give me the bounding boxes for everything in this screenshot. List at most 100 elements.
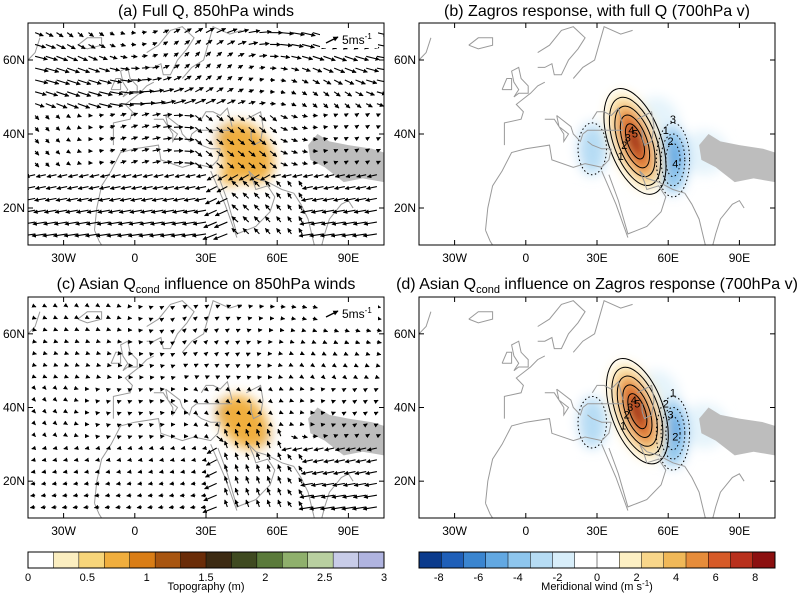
wind-arrow — [95, 472, 99, 473]
wind-arrow — [63, 495, 68, 496]
anomaly-patch — [675, 341, 732, 400]
wind-arrow — [149, 448, 152, 449]
wind-arrow — [106, 483, 110, 484]
wind-arrow — [94, 507, 99, 508]
wind-arrow — [171, 448, 174, 449]
colorbar-tick-label: 0.5 — [80, 572, 95, 584]
wind-arrow — [249, 365, 251, 366]
wind-arrow — [291, 342, 294, 343]
colorbar-swatch — [28, 552, 54, 568]
colorbar-swatch — [486, 552, 509, 568]
contour-label: 5 — [632, 129, 638, 141]
y-tick-label: 60N — [394, 327, 416, 341]
wind-arrow — [181, 472, 185, 473]
reference-vector-exponent: -1 — [365, 306, 373, 315]
wind-arrow — [291, 330, 294, 331]
y-tick-label: 20N — [3, 474, 25, 488]
wind-arrow — [192, 448, 195, 449]
y-tick-label: 20N — [394, 201, 416, 215]
wind-arrow — [142, 91, 154, 92]
x-tick-label: 60E — [658, 251, 679, 265]
wind-arrow — [73, 507, 78, 508]
colorbar-swatch — [53, 552, 79, 568]
colorbar-tick-label: -4 — [513, 572, 523, 584]
wind-arrow — [291, 318, 295, 319]
wind-arrow — [192, 460, 196, 461]
colorbar-swatch — [181, 552, 207, 568]
y-tick-label: 60N — [3, 327, 25, 341]
wind-arrow — [116, 507, 121, 508]
wind-arrow — [190, 507, 195, 508]
wind-arrow — [31, 495, 36, 496]
wind-arrow — [117, 460, 121, 461]
wind-arrow — [99, 150, 103, 151]
wind-arrow — [138, 460, 142, 461]
y-tick-label: 60N — [3, 53, 25, 67]
wind-arrow — [191, 495, 196, 496]
wind-arrow — [142, 32, 147, 33]
wind-arrow — [53, 472, 57, 473]
colorbar-swatch — [231, 552, 257, 568]
wind-arrow — [148, 483, 152, 484]
wind-arrow — [345, 388, 346, 389]
x-tick-label: 30W — [442, 251, 467, 265]
wind-arrow — [249, 341, 251, 342]
wind-arrow — [142, 79, 152, 80]
wind-arrow — [170, 460, 174, 461]
wind-arrow — [53, 448, 56, 449]
colorbar-tick-label: 0 — [25, 572, 31, 584]
wind-arrow — [85, 448, 88, 449]
wind-arrow — [159, 495, 164, 496]
wind-arrow — [345, 400, 346, 401]
wind-arrow — [191, 483, 195, 484]
wind-arrow — [185, 163, 194, 164]
wind-arrow — [96, 460, 100, 461]
panel-title-c-sub: cond — [136, 284, 160, 296]
wind-arrow — [128, 460, 132, 461]
y-tick-label: 60N — [394, 53, 416, 67]
wind-arrow — [158, 507, 163, 508]
contour-label: 3 — [670, 114, 676, 126]
wind-arrow — [249, 306, 253, 307]
map-area-a — [21, 23, 390, 264]
x-tick-label: 60E — [658, 524, 679, 538]
contour-label: 5 — [634, 399, 640, 411]
wind-arrow — [377, 388, 378, 389]
wind-arrow — [249, 329, 251, 330]
y-tick-label: 20N — [394, 474, 416, 488]
anomaly-patch — [675, 67, 732, 126]
colorbar-tick-label: -8 — [434, 572, 444, 584]
contour-label: 3 — [668, 410, 674, 422]
colorbar-tick-label: 1 — [144, 572, 150, 584]
wind-arrow — [185, 127, 194, 128]
wind-arrow — [63, 483, 67, 484]
colorbar-swatch — [642, 552, 665, 568]
wind-arrow — [31, 483, 35, 484]
wind-arrow — [41, 507, 46, 508]
wind-arrow — [74, 448, 77, 449]
wind-arrow — [139, 448, 142, 449]
wind-arrow — [106, 472, 110, 473]
wind-arrow — [202, 460, 206, 461]
wind-arrow — [31, 472, 35, 473]
wind-arrow — [42, 448, 45, 449]
wind-arrow — [149, 472, 153, 473]
colorbar-swatch — [79, 552, 105, 568]
panel-title-d-suffix: influence on Zagros response (700hPa v) — [500, 276, 798, 293]
wind-arrow — [74, 483, 78, 484]
contour-label: 4 — [672, 158, 678, 170]
colorbar-swatch — [708, 552, 731, 568]
y-tick-label: 40N — [3, 127, 25, 141]
wind-arrow — [356, 424, 357, 425]
wind-arrow — [249, 318, 252, 319]
wind-arrow — [64, 448, 67, 449]
wind-arrow — [64, 460, 68, 461]
wind-arrow — [366, 424, 367, 425]
wind-arrow — [291, 366, 293, 367]
topography-colorbar-label: Topography (m) — [167, 581, 244, 593]
wind-arrow — [117, 448, 120, 449]
x-tick-label: 90E — [729, 251, 750, 265]
